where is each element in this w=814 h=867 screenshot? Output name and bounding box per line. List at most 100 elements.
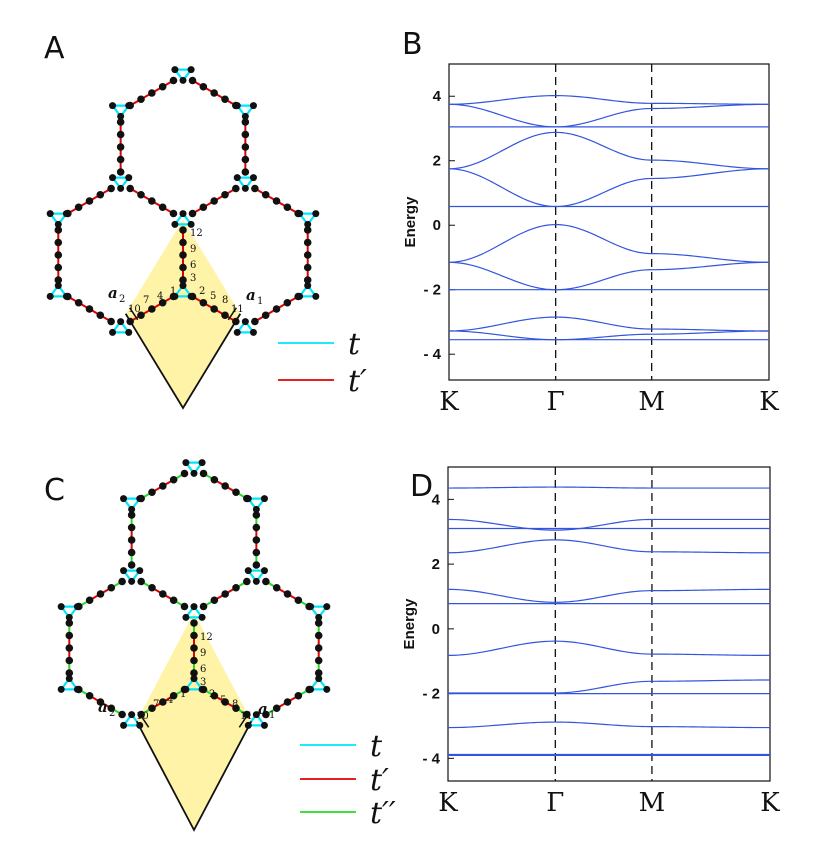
lattice-site xyxy=(232,488,240,497)
lattice-site xyxy=(65,656,74,665)
vector-a1-subscript: 1 xyxy=(257,296,263,307)
lattice-site xyxy=(54,238,63,247)
triangle-t-bond xyxy=(121,497,142,512)
lattice-site xyxy=(116,143,125,151)
lattice-site xyxy=(169,475,178,484)
lattice-site xyxy=(187,66,195,74)
lattice-site xyxy=(120,495,128,503)
site-number: 7 xyxy=(143,295,149,306)
lattice-site xyxy=(283,698,292,706)
lattice-site xyxy=(85,197,94,205)
lattice-site xyxy=(148,488,156,497)
lattice-site xyxy=(210,596,219,605)
legend-c-symbol-tdouble: t′′ xyxy=(370,796,396,831)
lattice-site xyxy=(65,644,74,652)
plot-frame xyxy=(447,466,771,782)
triangle-t-bond xyxy=(58,676,80,691)
lattice-site xyxy=(249,174,257,182)
lattice-site xyxy=(199,602,208,611)
band-series-line xyxy=(448,330,770,341)
site-number: 11 xyxy=(240,711,253,722)
legend-a-symbol-tprime: t′ xyxy=(348,364,367,399)
lattice-site xyxy=(137,95,145,104)
lattice-site xyxy=(251,184,259,193)
lattice-site xyxy=(190,469,198,477)
lattice-site xyxy=(232,704,240,713)
lattice-site xyxy=(57,603,65,611)
y-tick-label: - 2 xyxy=(423,282,441,299)
lattice-site xyxy=(182,685,190,693)
lattice-site xyxy=(169,691,178,700)
lattice-site xyxy=(125,328,133,336)
lattice-site xyxy=(315,613,323,621)
lattice-site xyxy=(314,619,323,627)
lattice-site xyxy=(116,155,125,164)
vector-a2-label: a xyxy=(98,698,108,716)
lattice-site xyxy=(182,459,190,467)
lattice-site xyxy=(171,292,179,300)
lattice-site xyxy=(314,631,323,640)
x-kpoint-label: Γ xyxy=(546,788,564,818)
lattice-site xyxy=(303,263,312,272)
lattice-site xyxy=(303,238,312,247)
x-kpoint-label: K xyxy=(438,788,458,818)
vector-a1-arrow xyxy=(238,714,248,728)
y-tick-label: 2 xyxy=(432,556,440,573)
lattice-site xyxy=(73,685,81,693)
lattice-site xyxy=(243,710,251,719)
lattice-site xyxy=(54,282,62,290)
y-tick-label: 0 xyxy=(433,217,441,234)
lattice-site xyxy=(283,298,292,307)
lattice-site xyxy=(179,238,187,247)
unit-cell-outline xyxy=(135,720,253,832)
band-chart-d: 4 2 0 - 2 - 4 K Γ M K Energy xyxy=(401,466,780,818)
lattice-site xyxy=(125,174,133,182)
lattice-site xyxy=(96,190,105,199)
panel-label-a: A xyxy=(44,31,65,66)
band-series-line xyxy=(447,588,771,603)
lattice-site xyxy=(283,203,292,212)
legend-c-symbol-t: t xyxy=(370,729,383,764)
lattice-site xyxy=(120,567,128,575)
lattice-site xyxy=(179,76,187,84)
lattice-site xyxy=(179,210,187,218)
band-series-line xyxy=(447,518,770,531)
lattice-site xyxy=(249,102,257,110)
site-number: 3 xyxy=(190,273,196,284)
lattice-site xyxy=(221,590,229,598)
lattice-site xyxy=(85,691,94,700)
site-number: 12 xyxy=(190,228,203,239)
lattice-site xyxy=(296,292,304,300)
band-series-line xyxy=(448,316,770,332)
triangle-t-bond xyxy=(308,676,330,691)
lattice-site xyxy=(128,711,136,719)
lattice-site xyxy=(179,226,187,234)
lattice-site xyxy=(65,631,74,640)
lattice-site xyxy=(107,583,116,592)
lattice-site xyxy=(199,298,208,307)
triangle-t-bond xyxy=(235,319,256,334)
lattice-site xyxy=(241,155,250,164)
lattice-site xyxy=(315,675,323,683)
y-tick-label: - 4 xyxy=(422,750,440,767)
lattice-site xyxy=(188,209,197,218)
lattice-site xyxy=(244,567,252,575)
lattice-site xyxy=(303,251,312,259)
lattice-site xyxy=(241,143,250,151)
unit-cell-outline xyxy=(124,313,242,410)
lattice-site xyxy=(252,577,260,585)
lattice-site xyxy=(190,675,198,683)
site-number: 1 xyxy=(180,689,186,700)
lattice-site xyxy=(120,721,128,729)
lattice-site xyxy=(190,603,198,611)
lattice-site xyxy=(46,292,54,300)
lattice-site xyxy=(221,482,229,490)
lattice-site xyxy=(169,76,178,85)
site-number: 9 xyxy=(190,244,196,255)
site-number: 2 xyxy=(209,689,215,700)
lattice-site xyxy=(241,168,250,176)
lattice-site xyxy=(54,251,63,259)
lattice-site xyxy=(187,220,195,228)
lattice-site xyxy=(190,619,198,627)
lattice-site xyxy=(107,184,115,193)
